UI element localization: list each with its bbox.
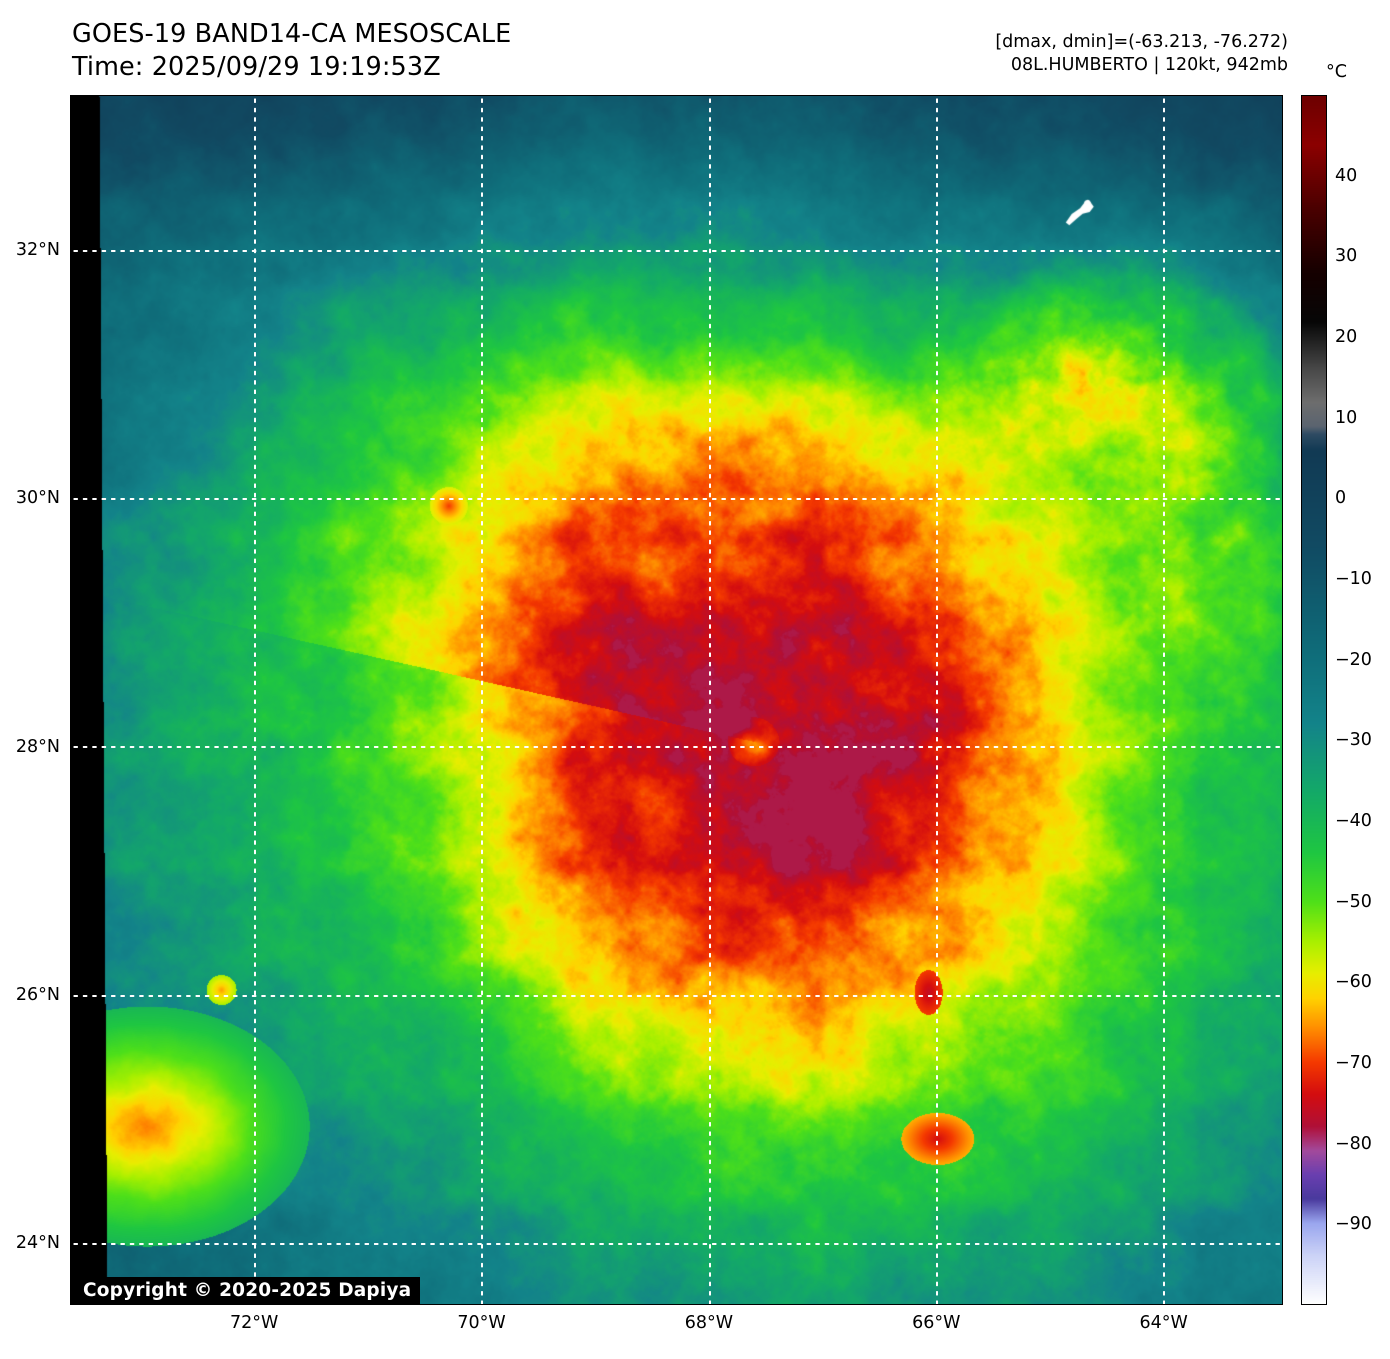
infrared-satellite-raster bbox=[71, 96, 1282, 1304]
gridline-lon-68 bbox=[708, 96, 712, 1304]
gridline-lon-72 bbox=[253, 96, 257, 1304]
colorbar-tick-label: 0 bbox=[1335, 488, 1347, 509]
lon-tick-label: 72°W bbox=[229, 1313, 279, 1333]
colorbar-tick-label: −20 bbox=[1335, 649, 1372, 670]
colorbar-tick-label: −70 bbox=[1335, 1053, 1372, 1073]
figure-metadata-block: [dmax, dmin]=(-63.213, -76.272) 08L.HUMB… bbox=[995, 31, 1288, 78]
gridline-lon-66 bbox=[936, 96, 939, 1304]
colorbar-tick-label: −90 bbox=[1335, 1214, 1372, 1235]
colorbar-tick-label: −10 bbox=[1335, 569, 1372, 589]
lon-tick-label: 64°W bbox=[1139, 1313, 1188, 1333]
gridline-lon-64 bbox=[1163, 96, 1166, 1304]
colorbar-unit-label: °C bbox=[1326, 62, 1347, 82]
timestamp: Time: 2025/09/29 19:19:53Z bbox=[72, 52, 441, 83]
colorbar-tick-label: 40 bbox=[1335, 165, 1358, 186]
copyright-notice: Copyright © 2020-2025 Dapiya bbox=[74, 1277, 421, 1305]
colorbar-tick-label: 30 bbox=[1335, 246, 1358, 267]
dmax-dmin-readout: [dmax, dmin]=(-63.213, -76.272) bbox=[995, 32, 1288, 52]
storm-info: 08L.HUMBERTO | 120kt, 942mb bbox=[1010, 55, 1288, 76]
colorbar-tick-label: −40 bbox=[1335, 811, 1372, 831]
colorbar-tick-label: −50 bbox=[1335, 891, 1372, 912]
gridline-lon-70 bbox=[481, 96, 484, 1304]
colorbar: 40 30 20 10 0 −10 −20 −30 −40 −50 −60 −70 −80 −90 bbox=[1301, 95, 1372, 1305]
page-title: GOES-19 BAND14-CA MESOSCALE bbox=[72, 19, 512, 49]
gridline-lat-30 bbox=[71, 498, 1282, 501]
lon-tick-label: 70°W bbox=[457, 1313, 506, 1333]
map-canvas-wrap bbox=[71, 96, 1282, 1304]
lon-tick-label: 68°W bbox=[684, 1313, 734, 1333]
colorbar-tick-label: 20 bbox=[1335, 327, 1358, 347]
lat-tick-label: 24°N bbox=[15, 1232, 60, 1253]
gridline-lat-28 bbox=[71, 746, 1282, 749]
figure-title-block: GOES-19 BAND14-CA MESOSCALE Time: 2025/0… bbox=[72, 18, 511, 84]
map-plot-area[interactable] bbox=[70, 95, 1283, 1305]
colorbar-tick-label: 10 bbox=[1335, 407, 1358, 428]
lat-tick-label: 26°N bbox=[15, 984, 60, 1005]
gridline-lat-26 bbox=[71, 994, 1282, 997]
colorbar-tick-label: −60 bbox=[1335, 972, 1372, 993]
lat-tick-label: 30°N bbox=[15, 488, 60, 509]
lat-tick-label: 28°N bbox=[15, 736, 60, 757]
gridline-lat-32 bbox=[71, 249, 1282, 253]
lon-tick-label: 66°W bbox=[912, 1313, 961, 1333]
colorbar-tick-label: −80 bbox=[1335, 1133, 1372, 1154]
colorbar-gradient bbox=[1301, 95, 1327, 1305]
lat-tick-label: 32°N bbox=[15, 240, 60, 261]
colorbar-tick-label: −30 bbox=[1335, 730, 1372, 751]
gridline-lat-24 bbox=[71, 1242, 1282, 1246]
